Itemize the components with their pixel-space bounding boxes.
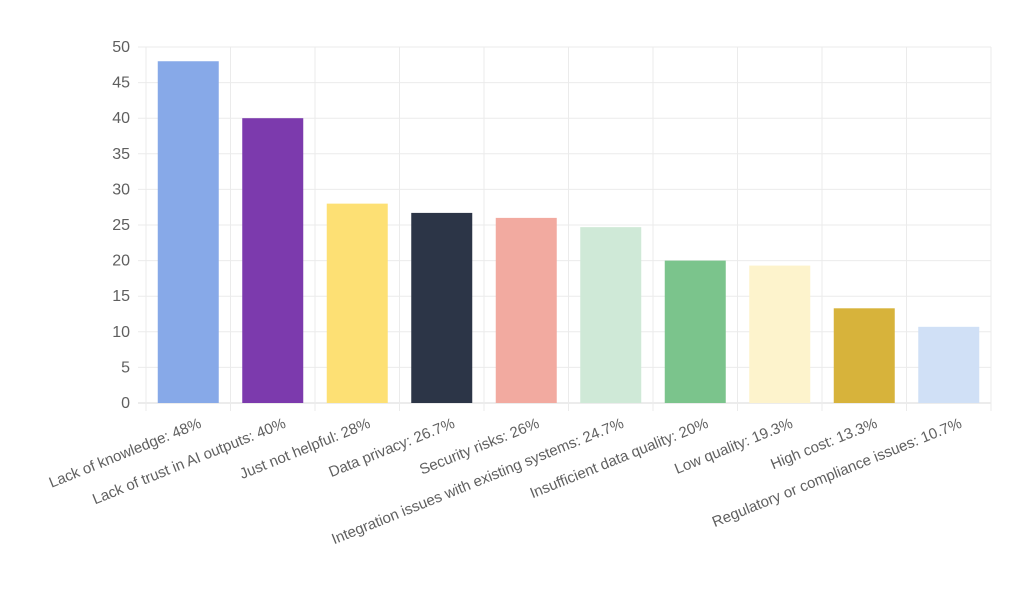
y-tick-label: 20	[112, 253, 130, 270]
bar[interactable]	[157, 61, 219, 404]
bar[interactable]	[495, 217, 557, 403]
bar[interactable]	[664, 260, 726, 403]
y-tick-label: 40	[112, 110, 130, 127]
bar[interactable]	[242, 118, 304, 403]
y-tick-label: 25	[112, 217, 130, 234]
bar[interactable]	[749, 265, 811, 403]
bar[interactable]	[411, 212, 473, 403]
bar[interactable]	[326, 203, 388, 403]
bars	[157, 61, 980, 404]
y-tick-label: 0	[121, 395, 130, 412]
y-tick-label: 50	[112, 39, 130, 56]
bar[interactable]	[580, 227, 642, 403]
bar[interactable]	[918, 326, 980, 403]
y-tick-label: 10	[112, 324, 130, 341]
y-tick-label: 5	[121, 359, 130, 376]
y-axis: 0 5 10 15 20 25 30 35 40 45 50	[112, 39, 130, 412]
y-tick-label: 35	[112, 146, 130, 163]
y-tick-label: 30	[112, 181, 130, 198]
bar[interactable]	[833, 308, 895, 403]
x-axis: Lack of knowledge: 48%Lack of trust in A…	[47, 415, 965, 548]
y-tick-label: 45	[112, 75, 130, 92]
y-tick-label: 15	[112, 288, 130, 305]
